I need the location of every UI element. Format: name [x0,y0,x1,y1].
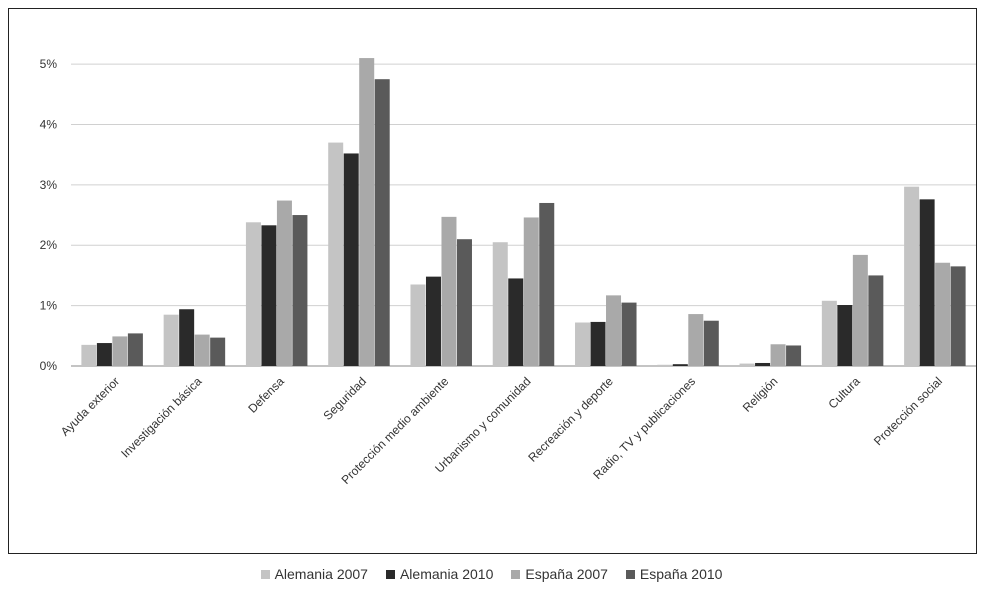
bar-espana-2010-urbanismo-y-comunidad [539,202,555,366]
legend-label: España 2007 [525,566,608,582]
bar-alemania-2010-radio-tv-y-publicaciones [672,364,688,366]
bar-alemania-2007-investigacion-basica [163,314,179,366]
y-tick-label: 1% [40,299,58,313]
legend-label: Alemania 2010 [399,566,494,582]
bar-alemania-2010-proteccion-medio-ambiente [425,276,441,366]
bar-alemania-2007-proteccion-social [904,186,920,366]
legend-item: España 2010 [625,566,723,582]
legend-item: Alemania 2010 [385,566,494,582]
x-tick-label: Urbanismo y comunidad [432,374,533,475]
legend-swatch [625,570,635,579]
bar-alemania-2007-radio-tv-y-publicaciones [657,364,673,366]
x-tick-label: Investigación básica [118,374,205,461]
x-tick-label: Seguridad [320,374,369,423]
bar-espana-2010-recreacion-y-deporte [621,302,637,366]
y-tick-label: 4% [40,117,58,131]
x-tick-label: Protección social [871,374,945,448]
legend-swatch [511,570,521,579]
bar-espana-2010-proteccion-medio-ambiente [456,239,472,366]
bar-alemania-2010-cultura [837,305,853,366]
bar-chart: 0% 1% 2% 3% 4% 5% Ayuda exteriorInvestigación … [40,57,976,487]
bar-alemania-2007-recreacion-y-deporte [575,322,591,366]
bar-espana-2007-urbanismo-y-comunidad [523,217,539,366]
bar-espana-2007-seguridad [359,58,375,367]
bar-alemania-2007-seguridad [328,142,344,366]
bar-espana-2010-proteccion-social [950,266,966,366]
bar-espana-2010-seguridad [374,79,390,366]
bar-alemania-2010-religion [755,362,771,366]
x-tick-label: Defensa [245,374,287,416]
bar-espana-2007-recreacion-y-deporte [606,295,622,366]
bar-espana-2007-cultura [852,254,868,366]
bar-alemania-2010-recreacion-y-deporte [590,321,606,366]
bar-espana-2007-ayuda-exterior [112,336,128,366]
bar-espana-2007-radio-tv-y-publicaciones [688,314,704,366]
bar-alemania-2007-proteccion-medio-ambiente [410,284,426,366]
bar-espana-2010-cultura [868,275,884,366]
x-tick-label: Recreación y deporte [525,374,616,465]
bar-espana-2010-defensa [292,215,308,366]
bar-espana-2007-proteccion-social [935,262,951,366]
legend-label: Alemania 2007 [274,566,368,582]
bar-alemania-2010-ayuda-exterior [96,343,112,366]
bar-alemania-2010-defensa [261,225,277,366]
x-tick-label: Cultura [825,374,862,411]
bar-alemania-2010-seguridad [343,153,359,366]
y-tick-label: 5% [40,57,58,71]
legend-swatch [260,570,270,579]
legend-item: Alemania 2007 [260,566,368,582]
y-tick-label: 2% [40,238,58,252]
bar-alemania-2010-investigacion-basica [179,309,195,366]
bar-espana-2010-investigacion-basica [210,337,226,366]
bar-alemania-2010-urbanismo-y-comunidad [508,278,524,366]
bar-alemania-2007-cultura [821,300,837,366]
bar-alemania-2010-proteccion-social [919,199,935,366]
bar-espana-2010-radio-tv-y-publicaciones [703,320,719,366]
bar-espana-2007-defensa [276,200,292,366]
bar-alemania-2007-ayuda-exterior [81,344,97,366]
chart-frame: 0% 1% 2% 3% 4% 5% Ayuda exterior Investigación … [8,8,977,554]
bar-alemania-2007-urbanismo-y-comunidad [492,242,508,366]
bar-alemania-2007-religion [739,363,755,366]
bar-espana-2010-religion [786,345,802,366]
legend-label: España 2010 [639,566,723,582]
bar-espana-2007-proteccion-medio-ambiente [441,216,457,366]
legend-swatch [385,570,395,579]
bar-espana-2007-investigacion-basica [194,334,210,366]
bar-alemania-2007-defensa [245,222,261,366]
chart-legend: Alemania 2007 Alemania 2010 España 2007 Esp… [0,566,983,582]
x-tick-label: Religión [740,374,781,415]
y-tick-label: 3% [40,178,58,192]
bar-espana-2010-ayuda-exterior [127,333,143,366]
y-tick-label: 0% [40,359,58,373]
bar-espana-2007-religion [770,344,786,366]
legend-item: España 2007 [511,566,608,582]
x-tick-label: Ayuda exterior [58,374,122,438]
